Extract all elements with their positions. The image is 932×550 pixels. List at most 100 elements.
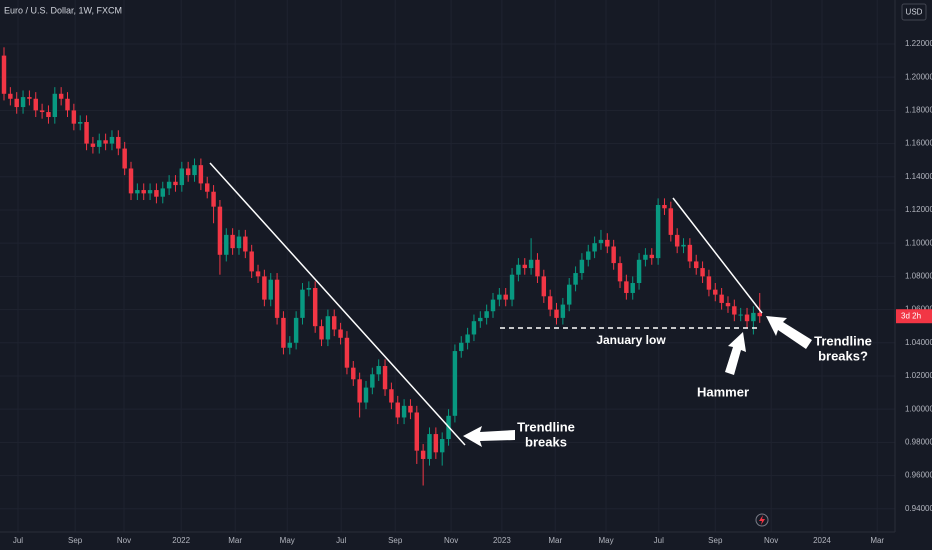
candle-body xyxy=(490,299,496,312)
y-tick-label: 1.22000 xyxy=(905,39,932,48)
candle-body xyxy=(655,204,661,259)
candle-body xyxy=(312,287,318,327)
candle-body xyxy=(389,389,394,403)
candle-body xyxy=(154,190,159,197)
arrow xyxy=(463,426,515,447)
candle-body xyxy=(744,314,750,322)
currency-button[interactable] xyxy=(901,3,927,21)
candle-body xyxy=(204,183,210,192)
candle-body xyxy=(325,316,331,340)
candle-body xyxy=(605,239,610,247)
candle-body xyxy=(116,136,121,149)
candle-body xyxy=(1,55,7,94)
candle-body xyxy=(516,264,521,275)
candle-body xyxy=(522,264,527,269)
candle-body xyxy=(687,244,693,262)
candle-body xyxy=(185,168,191,176)
y-tick-label: 1.12000 xyxy=(905,205,932,214)
candle-body xyxy=(433,434,439,453)
candle-body xyxy=(255,271,261,277)
candle-body xyxy=(586,251,591,260)
candle-body xyxy=(706,276,712,290)
candle-body xyxy=(8,93,13,99)
candle-body xyxy=(427,434,432,459)
y-tick-label: 0.98000 xyxy=(905,437,932,446)
candle-body xyxy=(84,122,89,144)
x-tick-label: Sep xyxy=(708,536,723,545)
candle-body xyxy=(287,342,293,348)
candle-body xyxy=(592,243,597,252)
x-tick-label: Jul xyxy=(336,536,346,545)
annotation: breaks? xyxy=(818,348,868,363)
candle-body xyxy=(224,234,229,255)
candle-body xyxy=(439,439,445,453)
currency-label[interactable]: USD xyxy=(906,8,923,17)
candle-body xyxy=(77,122,83,124)
candle-body xyxy=(509,274,515,300)
y-tick-label: 1.06000 xyxy=(905,305,932,314)
x-tick-label: Jul xyxy=(13,536,23,545)
candle-body xyxy=(719,294,724,303)
x-tick-label: Nov xyxy=(117,536,131,545)
candle-body xyxy=(598,239,604,244)
candle-body xyxy=(97,140,102,147)
timer-label: 3d 2h xyxy=(901,311,921,320)
x-tick-label: Sep xyxy=(388,536,403,545)
icon[interactable] xyxy=(755,513,769,527)
candle-body xyxy=(300,289,305,318)
candle-body xyxy=(573,273,578,285)
candle-body xyxy=(395,402,400,418)
y-tick-label: 1.00000 xyxy=(905,404,932,413)
candle-body xyxy=(192,165,197,176)
candle-body xyxy=(694,261,699,269)
candle-body xyxy=(528,259,534,269)
candle-body xyxy=(351,367,356,380)
candle-body xyxy=(236,236,242,249)
candle-body xyxy=(624,281,629,293)
candle-body xyxy=(725,302,731,307)
candle-body xyxy=(700,268,705,277)
candle-body xyxy=(281,317,286,348)
candle-body xyxy=(751,312,756,322)
candle-body xyxy=(579,259,585,274)
candle-body xyxy=(497,294,502,300)
candle-body xyxy=(554,309,559,318)
candle-body xyxy=(46,112,51,118)
candle-body xyxy=(306,287,312,290)
icon[interactable] xyxy=(759,515,765,525)
candle-body xyxy=(503,294,508,300)
x-tick-label: May xyxy=(598,536,613,545)
chart-title: Euro / U.S. Dollar, 1W, FXCM xyxy=(4,5,122,15)
candle-body xyxy=(58,93,64,99)
candle-body xyxy=(376,366,381,375)
candles xyxy=(1,47,762,486)
candle-body xyxy=(230,234,235,249)
x-tick-label: Mar xyxy=(228,536,242,545)
candle-body xyxy=(71,110,77,124)
candle-body xyxy=(179,168,185,186)
candle-body xyxy=(414,412,420,451)
candle-body xyxy=(649,254,654,259)
candle-body xyxy=(382,366,388,390)
annotation: Trendline xyxy=(517,419,575,434)
y-tick-label: 1.16000 xyxy=(905,139,932,148)
candle-body xyxy=(465,334,470,343)
candle-body xyxy=(198,165,204,184)
candle-body xyxy=(452,351,458,416)
candle-body xyxy=(566,284,572,305)
x-tick-label: Nov xyxy=(444,536,458,545)
candle-body xyxy=(370,374,375,388)
candle-body xyxy=(617,263,623,282)
candle-body xyxy=(357,379,362,403)
candle-body xyxy=(173,181,178,186)
grid xyxy=(0,0,895,532)
arrow xyxy=(766,316,812,349)
candle-body xyxy=(420,450,426,459)
candle-body xyxy=(90,143,96,147)
candle-body xyxy=(166,181,172,189)
candle-body xyxy=(643,254,648,260)
arrow xyxy=(725,332,746,375)
candle-body xyxy=(293,317,299,343)
